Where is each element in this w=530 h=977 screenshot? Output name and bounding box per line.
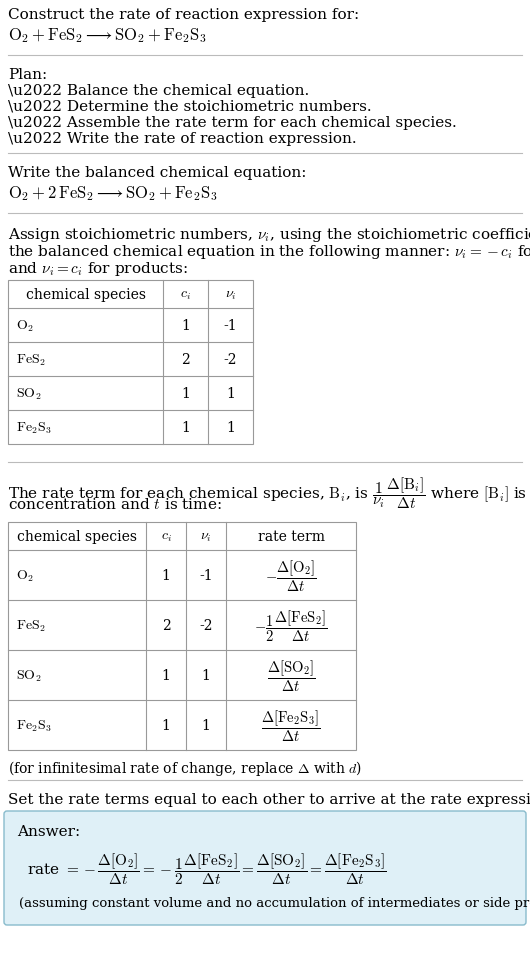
Text: 1: 1 (226, 420, 235, 435)
Text: 1: 1 (162, 569, 171, 582)
Text: and $\nu_i = c_i$ for products:: and $\nu_i = c_i$ for products: (8, 260, 188, 277)
Text: 1: 1 (201, 718, 210, 732)
Text: $\nu_i$: $\nu_i$ (200, 530, 212, 543)
Text: rate $= -\dfrac{\Delta[\mathrm{O_2}]}{\Delta t} = -\dfrac{1}{2}\dfrac{\Delta[\ma: rate $= -\dfrac{\Delta[\mathrm{O_2}]}{\D… (27, 850, 387, 886)
Text: 1: 1 (181, 387, 190, 401)
Text: The rate term for each chemical species, $\mathrm{B}_i$, is $\dfrac{1}{\nu_i}\df: The rate term for each chemical species,… (8, 475, 530, 510)
Text: 1: 1 (181, 319, 190, 332)
Text: \u2022 Determine the stoichiometric numbers.: \u2022 Determine the stoichiometric numb… (8, 100, 372, 114)
Text: chemical species: chemical species (25, 287, 146, 302)
Text: $\mathrm{O_2}$: $\mathrm{O_2}$ (16, 568, 34, 583)
Text: $\nu_i$: $\nu_i$ (225, 287, 236, 302)
Text: $\mathrm{SO_2}$: $\mathrm{SO_2}$ (16, 386, 41, 402)
Text: 2: 2 (162, 618, 170, 632)
Text: (assuming constant volume and no accumulation of intermediates or side products): (assuming constant volume and no accumul… (19, 896, 530, 909)
Text: Answer:: Answer: (17, 825, 80, 838)
Text: 1: 1 (162, 668, 171, 682)
Text: $c_i$: $c_i$ (180, 287, 191, 302)
Text: $\mathrm{Fe_2S_3}$: $\mathrm{Fe_2S_3}$ (16, 717, 52, 733)
Text: Construct the rate of reaction expression for:: Construct the rate of reaction expressio… (8, 8, 359, 21)
Text: $\mathrm{SO_2}$: $\mathrm{SO_2}$ (16, 667, 41, 683)
Text: concentration and $t$ is time:: concentration and $t$ is time: (8, 496, 222, 512)
Text: $c_i$: $c_i$ (161, 530, 171, 543)
FancyBboxPatch shape (4, 811, 526, 925)
Text: \u2022 Write the rate of reaction expression.: \u2022 Write the rate of reaction expres… (8, 132, 357, 146)
Text: -1: -1 (199, 569, 213, 582)
Text: Plan:: Plan: (8, 68, 47, 82)
Text: $\mathrm{O_2}$: $\mathrm{O_2}$ (16, 318, 34, 333)
Text: $\mathrm{O_2 + 2\,FeS_2 \longrightarrow SO_2 + Fe_2S_3}$: $\mathrm{O_2 + 2\,FeS_2 \longrightarrow … (8, 184, 217, 202)
Text: $-\dfrac{1}{2}\dfrac{\Delta[\mathrm{FeS_2}]}{\Delta t}$: $-\dfrac{1}{2}\dfrac{\Delta[\mathrm{FeS_… (254, 608, 328, 643)
Text: Set the rate terms equal to each other to arrive at the rate expression:: Set the rate terms equal to each other t… (8, 792, 530, 806)
Text: (for infinitesimal rate of change, replace $\Delta$ with $d$): (for infinitesimal rate of change, repla… (8, 758, 362, 778)
Text: 1: 1 (201, 668, 210, 682)
Text: 2: 2 (181, 353, 190, 366)
Text: $\dfrac{\Delta[\mathrm{SO_2}]}{\Delta t}$: $\dfrac{\Delta[\mathrm{SO_2}]}{\Delta t}… (267, 658, 315, 693)
Text: $\mathrm{FeS_2}$: $\mathrm{FeS_2}$ (16, 352, 46, 367)
Text: $\dfrac{\Delta[\mathrm{Fe_2S_3}]}{\Delta t}$: $\dfrac{\Delta[\mathrm{Fe_2S_3}]}{\Delta… (261, 707, 321, 743)
Text: chemical species: chemical species (17, 530, 137, 543)
Text: $-\dfrac{\Delta[\mathrm{O_2}]}{\Delta t}$: $-\dfrac{\Delta[\mathrm{O_2}]}{\Delta t}… (265, 558, 317, 593)
Text: -1: -1 (224, 319, 237, 332)
Text: -2: -2 (199, 618, 213, 632)
Text: Assign stoichiometric numbers, $\nu_i$, using the stoichiometric coefficients, $: Assign stoichiometric numbers, $\nu_i$, … (8, 226, 530, 243)
Text: -2: -2 (224, 353, 237, 366)
Text: rate term: rate term (258, 530, 324, 543)
Text: 1: 1 (226, 387, 235, 401)
Text: \u2022 Balance the chemical equation.: \u2022 Balance the chemical equation. (8, 84, 309, 98)
Text: 1: 1 (162, 718, 171, 732)
Text: $\mathrm{O_2 + FeS_2 \longrightarrow SO_2 + Fe_2S_3}$: $\mathrm{O_2 + FeS_2 \longrightarrow SO_… (8, 26, 207, 45)
Text: $\mathrm{Fe_2S_3}$: $\mathrm{Fe_2S_3}$ (16, 420, 52, 436)
Bar (8, 523, 356, 750)
Bar (8, 280, 253, 445)
Text: \u2022 Assemble the rate term for each chemical species.: \u2022 Assemble the rate term for each c… (8, 116, 457, 130)
Text: 1: 1 (181, 420, 190, 435)
Text: the balanced chemical equation in the following manner: $\nu_i = -c_i$ for react: the balanced chemical equation in the fo… (8, 242, 530, 261)
Text: Write the balanced chemical equation:: Write the balanced chemical equation: (8, 166, 306, 180)
Text: $\mathrm{FeS_2}$: $\mathrm{FeS_2}$ (16, 617, 46, 633)
